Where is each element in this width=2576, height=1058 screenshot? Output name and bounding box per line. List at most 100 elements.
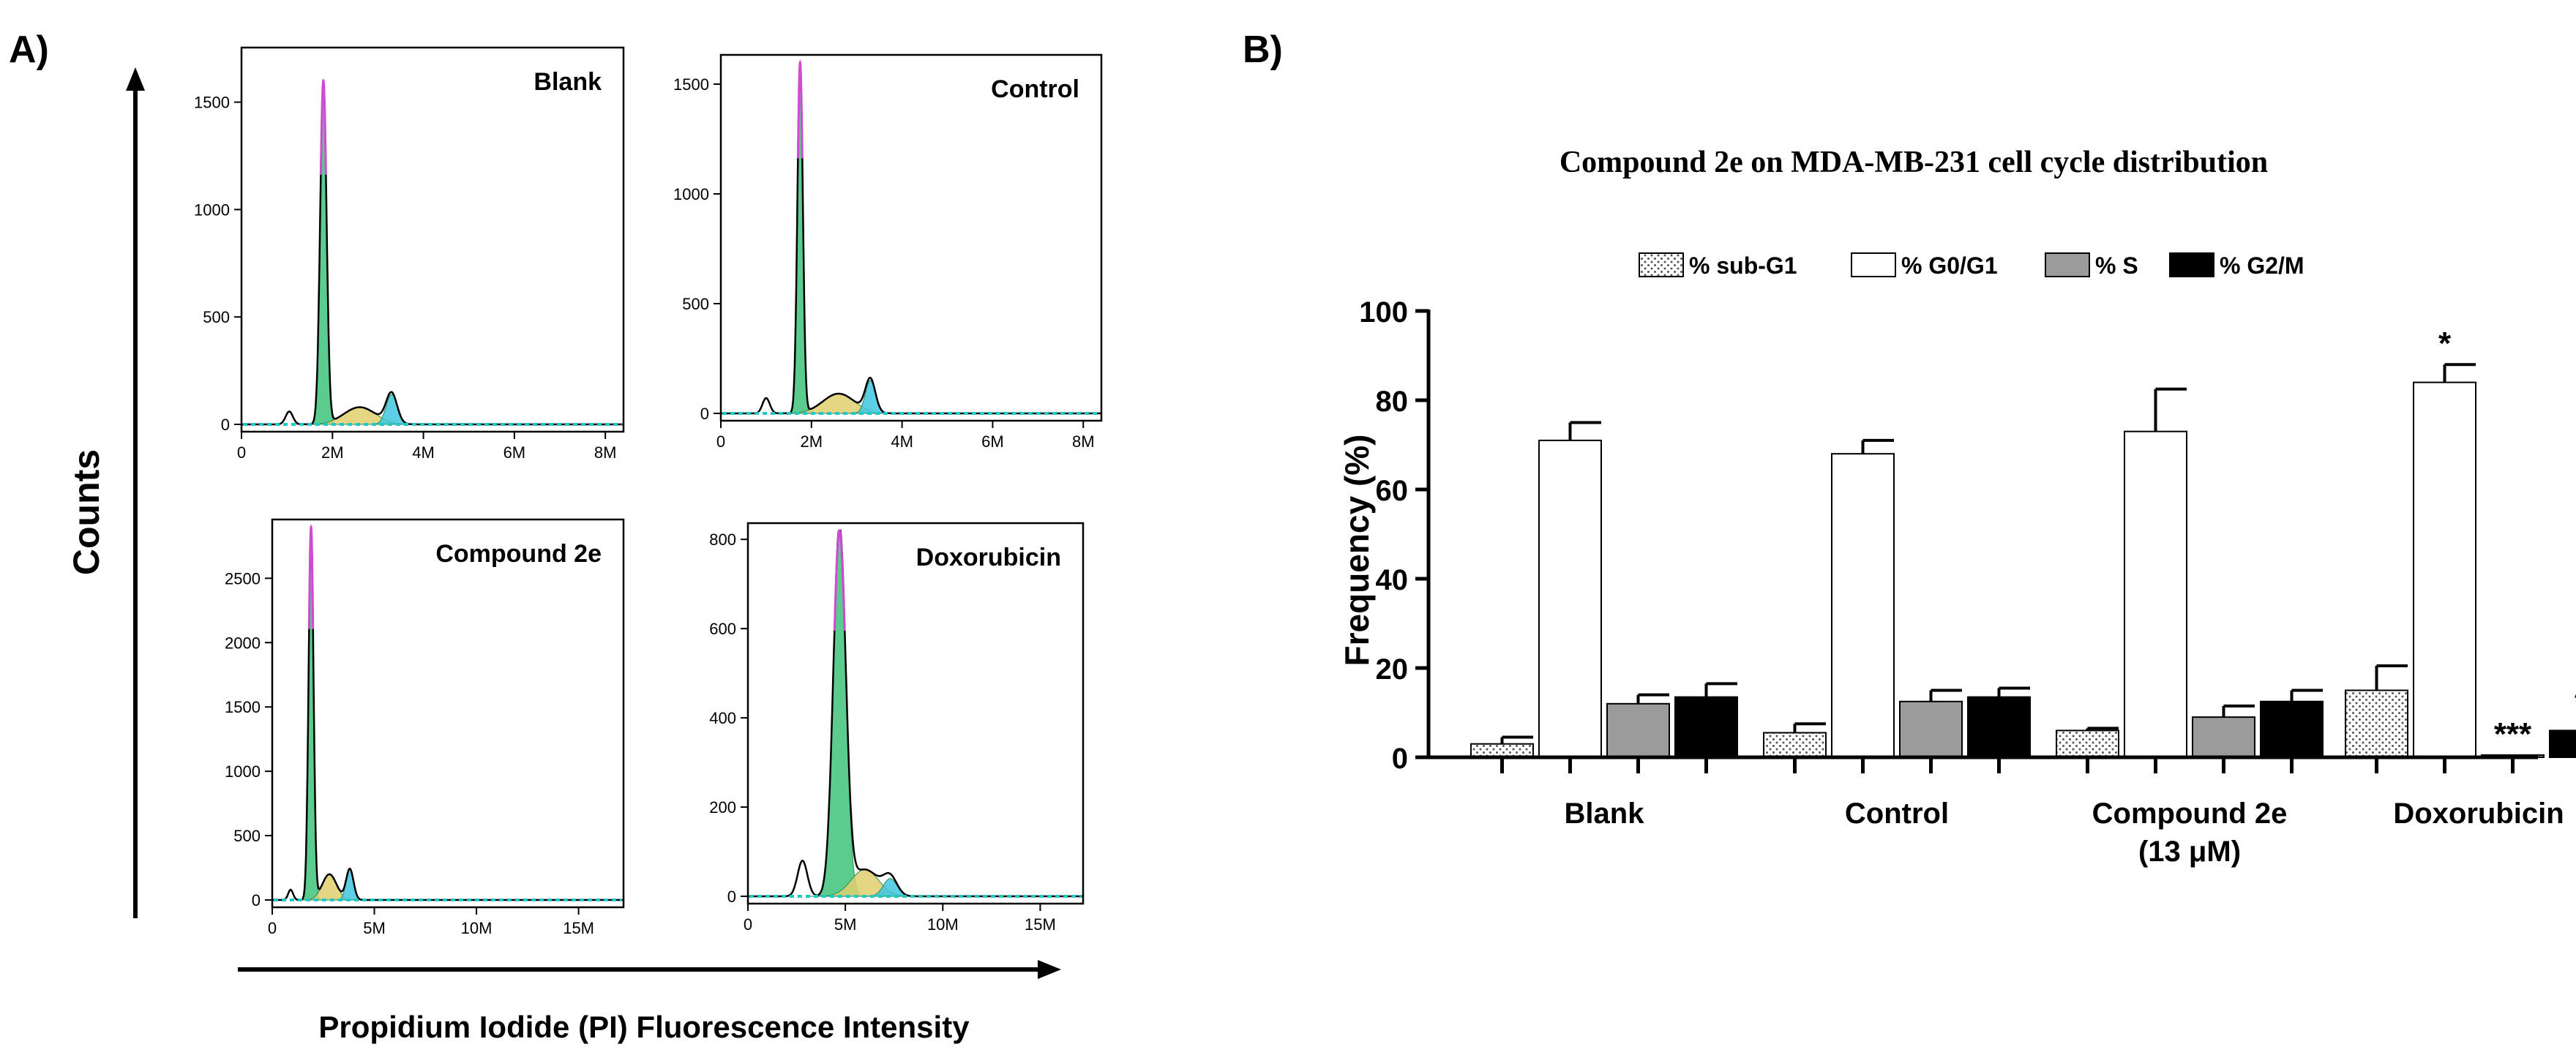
y-tick-label: 0 [1392, 743, 1408, 775]
peak-g0-g1 [814, 529, 865, 897]
histogram-envelope [748, 529, 1083, 898]
significance-mark: * [2438, 326, 2452, 361]
bar-compound-2e-s [2192, 716, 2255, 758]
peak-g0-g1 [301, 526, 321, 901]
bar-doxorubicin-g2-m [2549, 729, 2576, 759]
y-tick-label: 1000 [673, 185, 709, 203]
y-tick-label: 1000 [194, 200, 230, 219]
y-tick-label: 2000 [225, 634, 261, 652]
legend-swatch-g0-g1 [1851, 252, 1896, 277]
y-tick-label: 20 [1376, 653, 1409, 686]
x-tick-label: 0 [744, 915, 752, 934]
panel-a-x-arrowhead [1038, 960, 1061, 979]
y-tick-label: 100 [1359, 296, 1408, 329]
bar-chart-title: Compound 2e on MDA-MB-231 cell cycle dis… [1560, 146, 2268, 179]
y-tick-label: 60 [1376, 475, 1409, 507]
y-tick-label: 400 [709, 709, 736, 727]
fit-overlay [833, 529, 846, 631]
histogram-frame [746, 522, 1085, 905]
legend-swatch-s [2045, 252, 2090, 277]
bar-control-g2-m [1967, 696, 2031, 759]
histogram-envelope [242, 79, 624, 426]
y-tick-label: 200 [709, 798, 736, 817]
panel-a-axes: Counts Propidium Iodide (PI) Fluorescenc… [66, 67, 1061, 1044]
histogram-frame [271, 518, 625, 909]
histogram-control: 0 2M 4M 6M 8M 0 500 1000 1500 Control [673, 53, 1103, 451]
x-tick-label: 8M [1072, 432, 1095, 451]
fit-overlay [319, 78, 327, 175]
panel-a-label: A) [9, 29, 49, 71]
x-tick-label: 5M [834, 915, 857, 934]
histogram-envelope [272, 526, 624, 901]
y-tick-label: 40 [1376, 564, 1409, 596]
y-tick-label: 800 [709, 530, 736, 549]
legend-label-g0-g1: % G0/G1 [1901, 252, 1998, 279]
histogram-envelope [721, 61, 1101, 415]
category-label: Blank [1565, 798, 1645, 830]
y-tick-label: 1500 [673, 75, 709, 94]
y-tick-label: 600 [709, 620, 736, 638]
bar-chart-bars: ***** [1470, 326, 2576, 759]
category-sublabel: (13 μM) [2138, 836, 2241, 868]
x-tick-label: 10M [461, 919, 493, 937]
category-label: Doxorubicin [2393, 798, 2564, 830]
x-tick-label: 6M [981, 432, 1004, 451]
x-tick-label: 15M [563, 919, 594, 937]
legend-swatch-sub-g1 [1639, 252, 1684, 277]
y-tick-label: 500 [233, 827, 261, 845]
y-tick-label: 1000 [225, 762, 261, 781]
significance-mark: *** [2494, 716, 2532, 752]
x-tick-label: 4M [891, 432, 913, 451]
x-tick-label: 0 [237, 443, 246, 462]
x-tick-label: 8M [594, 443, 617, 462]
bar-chart-y-label: Frequency (%) [1338, 435, 1376, 667]
bar-control-sub-g1 [1763, 732, 1827, 759]
x-tick-label: 4M [412, 443, 435, 462]
panel-a-y-label: Counts [66, 449, 107, 575]
peak-g0-g1 [310, 80, 337, 425]
bar-compound-2e-g2-m [2260, 700, 2324, 758]
legend-label-s: % S [2095, 252, 2138, 279]
bar-chart-y-axis: 0 20 40 60 80 100 [1359, 296, 1431, 775]
x-tick-label: 0 [716, 432, 725, 451]
histogram-compound-2e: 0 5M 10M 15M 0 500 1000 1500 2000 2500 Compound 2e [225, 518, 625, 937]
x-tick-label: 2M [801, 432, 823, 451]
x-tick-label: 6M [503, 443, 526, 462]
histogram-title: Compound 2e [435, 540, 602, 568]
category-label: Compound 2e [2092, 798, 2288, 830]
bar-compound-2e-sub-g1 [2056, 729, 2119, 759]
bar-blank-s [1606, 702, 1670, 758]
y-tick-label: 500 [203, 308, 230, 326]
panel-a-y-arrowhead [126, 67, 145, 91]
y-tick-label: 1500 [194, 94, 230, 112]
bar-doxorubicin-g0-g1 [2413, 381, 2476, 758]
y-tick-label: 0 [727, 888, 736, 906]
bar-compound-2e-g0-g1 [2124, 430, 2187, 758]
histogram-frame [240, 46, 625, 433]
panel-a-x-label: Propidium Iodide (PI) Fluorescence Inten… [318, 1010, 970, 1044]
x-tick-label: 5M [363, 919, 386, 937]
legend-swatch-g2-m [2169, 252, 2214, 277]
bar-blank-g2-m [1674, 696, 1738, 759]
y-tick-label: 0 [221, 416, 230, 434]
histogram-title: Doxorubicin [916, 544, 1061, 571]
y-tick-label: 1500 [225, 698, 261, 716]
bar-control-s [1899, 700, 1963, 758]
category-label: Control [1845, 798, 1949, 830]
bar-blank-sub-g1 [1470, 743, 1534, 759]
histogram-title: Control [991, 75, 1079, 103]
histogram-blank: 0 2M 4M 6M 8M 0 500 1000 1500 Blank [194, 46, 625, 462]
x-tick-label: 2M [321, 443, 344, 462]
legend-label-sub-g1: % sub-G1 [1689, 252, 1797, 279]
y-tick-label: 0 [252, 891, 261, 909]
histogram-frame [719, 53, 1103, 422]
histogram-title: Blank [533, 68, 602, 96]
fit-overlay [796, 59, 804, 159]
panel-b-label: B) [1243, 29, 1283, 71]
x-tick-label: 15M [1025, 915, 1056, 934]
fit-overlay [307, 524, 315, 629]
peak-g0-g1 [789, 61, 812, 414]
legend-label-g2-m: % G2/M [2220, 252, 2304, 279]
bar-blank-g0-g1 [1538, 439, 1602, 759]
